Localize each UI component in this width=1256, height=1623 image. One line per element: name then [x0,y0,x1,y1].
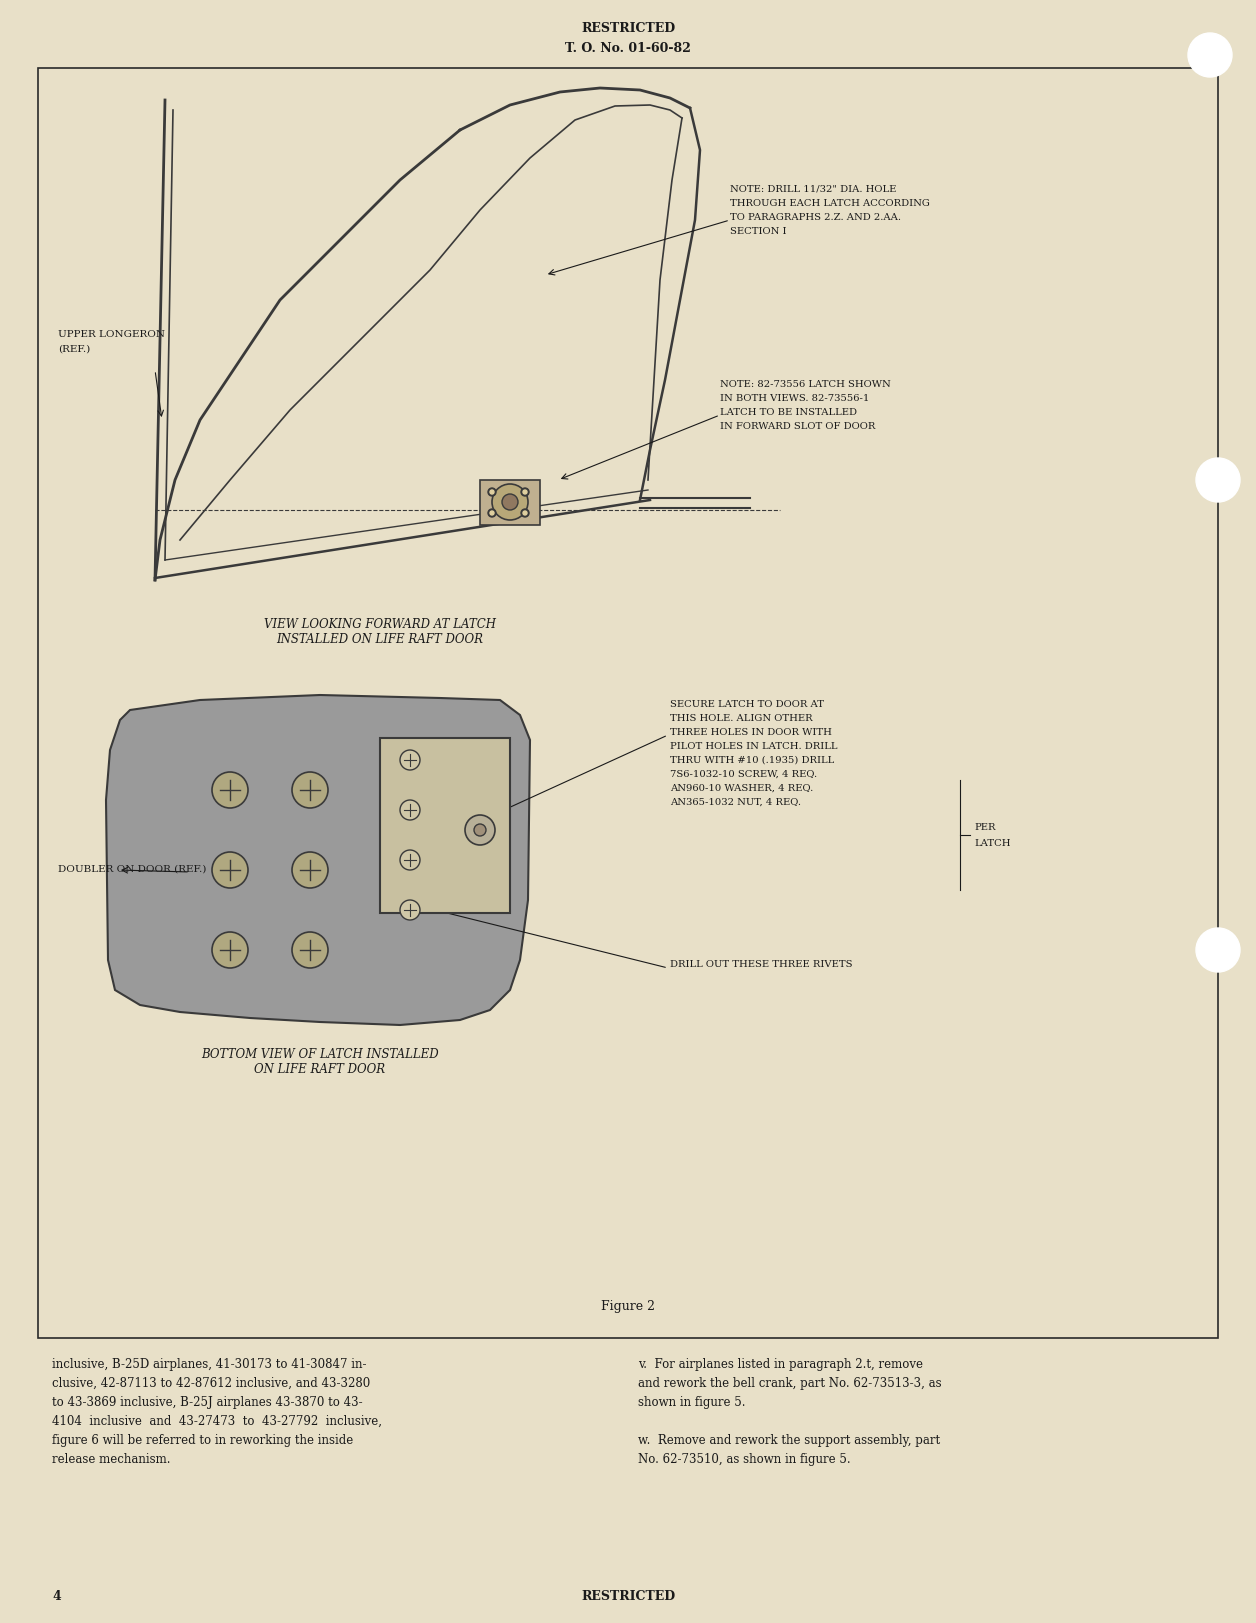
Bar [480,480,540,524]
Circle shape [399,901,420,920]
Text: AN365-1032 NUT, 4 REQ.: AN365-1032 NUT, 4 REQ. [669,799,801,807]
Circle shape [291,932,328,967]
Text: DOUBLER ON DOOR (REF.): DOUBLER ON DOOR (REF.) [58,865,206,875]
Text: NOTE: DRILL 11/32" DIA. HOLE: NOTE: DRILL 11/32" DIA. HOLE [730,185,897,195]
Text: UPPER LONGERON: UPPER LONGERON [58,329,165,339]
Text: release mechanism.: release mechanism. [51,1453,171,1466]
Text: and rework the bell crank, part No. 62-73513-3, as: and rework the bell crank, part No. 62-7… [638,1376,942,1389]
Circle shape [399,850,420,870]
Text: RESTRICTED: RESTRICTED [582,21,674,34]
Circle shape [399,750,420,769]
Text: 4: 4 [51,1591,60,1604]
Text: ON LIFE RAFT DOOR: ON LIFE RAFT DOOR [255,1063,386,1076]
Circle shape [1196,458,1240,502]
Text: 4104  inclusive  and  43-27473  to  43-27792  inclusive,: 4104 inclusive and 43-27473 to 43-27792 … [51,1415,382,1428]
Circle shape [212,852,247,888]
Circle shape [474,824,486,836]
Text: clusive, 42-87113 to 42-87612 inclusive, and 43-3280: clusive, 42-87113 to 42-87612 inclusive,… [51,1376,371,1389]
Text: to 43-3869 inclusive, B-25J airplanes 43-3870 to 43-: to 43-3869 inclusive, B-25J airplanes 43… [51,1396,363,1409]
Text: PER: PER [973,823,996,833]
Text: (REF.): (REF.) [58,346,90,354]
Circle shape [291,773,328,808]
Text: THIS HOLE. ALIGN OTHER: THIS HOLE. ALIGN OTHER [669,714,813,722]
Circle shape [521,510,529,518]
Circle shape [465,815,495,846]
Text: IN BOTH VIEWS. 82-73556-1: IN BOTH VIEWS. 82-73556-1 [720,394,869,403]
Text: inclusive, B-25D airplanes, 41-30173 to 41-30847 in-: inclusive, B-25D airplanes, 41-30173 to … [51,1358,367,1371]
Text: VIEW LOOKING FORWARD AT LATCH: VIEW LOOKING FORWARD AT LATCH [264,618,496,631]
Text: LATCH TO BE INSTALLED: LATCH TO BE INSTALLED [720,407,857,417]
Text: INSTALLED ON LIFE RAFT DOOR: INSTALLED ON LIFE RAFT DOOR [276,633,484,646]
Text: No. 62-73510, as shown in figure 5.: No. 62-73510, as shown in figure 5. [638,1453,850,1466]
Text: BOTTOM VIEW OF LATCH INSTALLED: BOTTOM VIEW OF LATCH INSTALLED [201,1048,438,1061]
Bar [38,68,1218,1337]
Text: AN960-10 WASHER, 4 REQ.: AN960-10 WASHER, 4 REQ. [669,784,813,794]
Circle shape [522,490,528,493]
Circle shape [489,510,496,518]
Circle shape [212,932,247,967]
Circle shape [1188,32,1232,76]
Circle shape [492,484,528,519]
Circle shape [489,489,496,497]
Text: NOTE: 82-73556 LATCH SHOWN: NOTE: 82-73556 LATCH SHOWN [720,380,891,390]
Text: IN FORWARD SLOT OF DOOR: IN FORWARD SLOT OF DOOR [720,422,875,432]
Circle shape [291,852,328,888]
Text: SECURE LATCH TO DOOR AT: SECURE LATCH TO DOOR AT [669,700,824,709]
Text: PILOT HOLES IN LATCH. DRILL: PILOT HOLES IN LATCH. DRILL [669,742,838,751]
Circle shape [399,800,420,820]
Text: figure 6 will be referred to in reworking the inside: figure 6 will be referred to in reworkin… [51,1435,353,1448]
Text: TO PARAGRAPHS 2.Z. AND 2.AA.: TO PARAGRAPHS 2.Z. AND 2.AA. [730,213,901,222]
Text: w.  Remove and rework the support assembly, part: w. Remove and rework the support assembl… [638,1435,941,1448]
Text: SECTION I: SECTION I [730,227,786,235]
Text: RESTRICTED: RESTRICTED [582,1591,674,1604]
Text: T. O. No. 01-60-82: T. O. No. 01-60-82 [565,42,691,55]
Text: 7S6-1032-10 SCREW, 4 REQ.: 7S6-1032-10 SCREW, 4 REQ. [669,769,818,779]
Text: THREE HOLES IN DOOR WITH: THREE HOLES IN DOOR WITH [669,729,831,737]
Text: THROUGH EACH LATCH ACCORDING: THROUGH EACH LATCH ACCORDING [730,200,929,208]
Text: DRILL OUT THESE THREE RIVETS: DRILL OUT THESE THREE RIVETS [669,959,853,969]
Text: LATCH: LATCH [973,839,1011,847]
Text: THRU WITH #10 (.1935) DRILL: THRU WITH #10 (.1935) DRILL [669,756,834,764]
Bar [381,738,510,914]
Polygon shape [106,695,530,1026]
Circle shape [212,773,247,808]
Text: shown in figure 5.: shown in figure 5. [638,1396,746,1409]
Circle shape [490,490,494,493]
Circle shape [521,489,529,497]
Circle shape [490,511,494,514]
Circle shape [1196,928,1240,972]
Text: v.  For airplanes listed in paragraph 2.t, remove: v. For airplanes listed in paragraph 2.t… [638,1358,923,1371]
Circle shape [502,493,517,510]
Circle shape [522,511,528,514]
Text: Figure 2: Figure 2 [602,1300,654,1313]
